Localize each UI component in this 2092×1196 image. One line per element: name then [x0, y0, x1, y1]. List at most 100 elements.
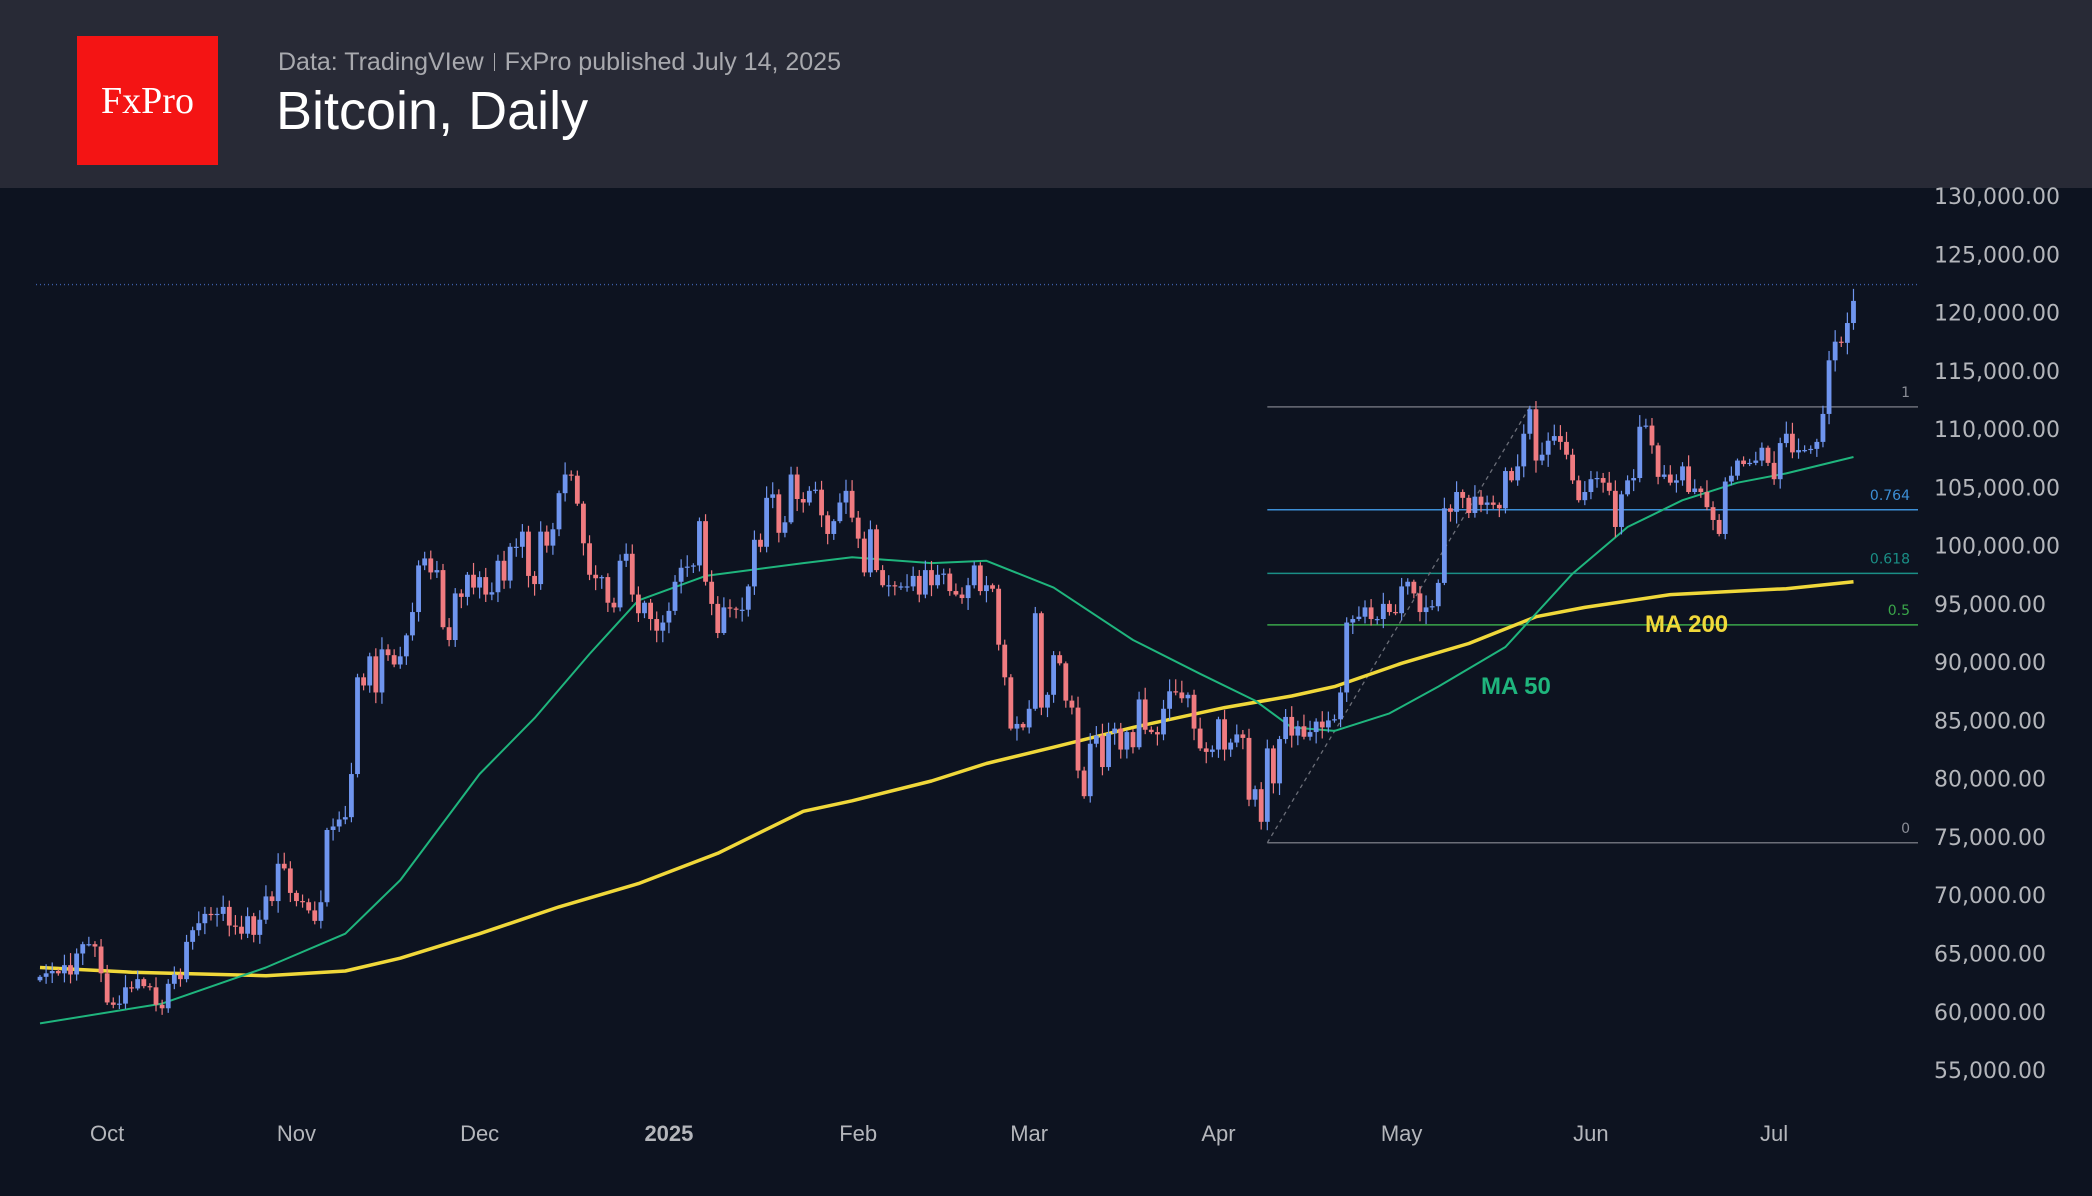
candle-body: [275, 863, 281, 902]
candle-body: [171, 974, 177, 984]
candle-body: [849, 490, 855, 518]
candle-body: [990, 585, 995, 589]
candle: [1319, 711, 1325, 739]
candle: [245, 907, 251, 939]
candle: [1008, 674, 1014, 731]
candle-body: [220, 906, 226, 914]
candle: [214, 907, 220, 927]
y-axis-tick-label: 110,000.00: [1934, 418, 2060, 443]
candle: [1783, 421, 1789, 448]
candle-body: [1515, 466, 1521, 481]
candle-body: [123, 987, 128, 1004]
candle: [1704, 480, 1710, 511]
candle-body: [1619, 494, 1624, 527]
candle: [1490, 495, 1496, 509]
candle: [178, 968, 183, 987]
candle: [1112, 722, 1118, 745]
candle-body: [1362, 607, 1368, 617]
candle: [1301, 714, 1307, 740]
candle: [1814, 438, 1820, 457]
candle-body: [1826, 360, 1832, 414]
candle-body: [1759, 447, 1765, 461]
candle: [226, 900, 232, 937]
candle-body: [403, 635, 409, 657]
candle-body: [178, 974, 183, 980]
candle: [1356, 606, 1362, 622]
candle-body: [1661, 474, 1667, 477]
candle: [116, 995, 122, 1009]
candle-body: [959, 594, 965, 599]
candle: [1527, 405, 1533, 440]
candle: [434, 560, 440, 578]
ma50-label: MA 50: [1481, 673, 1551, 700]
candle-body: [1454, 492, 1459, 512]
candle-body: [1802, 450, 1808, 452]
candle: [587, 535, 592, 581]
candle-body: [715, 603, 721, 634]
candle-body: [202, 913, 208, 924]
candle-body: [1503, 471, 1508, 509]
candle: [648, 598, 653, 631]
candle-body: [1057, 655, 1063, 664]
fib-level-label: 0.5: [1888, 603, 1910, 619]
candle: [880, 565, 886, 588]
candle: [232, 915, 238, 935]
candle-body: [1777, 443, 1783, 480]
candle-body: [312, 910, 318, 921]
candle-body: [1093, 735, 1099, 744]
candle: [1661, 465, 1667, 480]
candle-body: [855, 517, 861, 539]
candle-body: [1063, 663, 1069, 701]
candle-body: [1539, 454, 1545, 461]
candle: [562, 462, 568, 502]
candle-body: [80, 944, 86, 954]
candle: [123, 975, 128, 1009]
candle: [1014, 716, 1020, 741]
candle-body: [886, 585, 892, 587]
candle-body: [745, 586, 751, 610]
logo-text: FxPro: [101, 79, 194, 122]
fib-level-label: 1: [1901, 385, 1910, 401]
candle: [776, 489, 782, 543]
candle: [281, 852, 287, 871]
candle: [1325, 711, 1331, 733]
candle: [1777, 437, 1783, 489]
candle: [1851, 288, 1856, 330]
candle-body: [758, 539, 763, 547]
candle-body: [1790, 433, 1795, 453]
candle-body: [629, 553, 635, 595]
candle-body: [1564, 441, 1569, 455]
candle: [1130, 728, 1136, 754]
candle-body: [1441, 508, 1447, 583]
candle: [593, 565, 599, 591]
candle: [1228, 738, 1234, 757]
candle-body: [1582, 492, 1588, 501]
candle: [1771, 451, 1777, 485]
candle-body: [49, 970, 55, 974]
candle: [68, 953, 73, 984]
candle-body: [147, 986, 153, 988]
candle-body: [678, 567, 684, 582]
candle: [342, 805, 348, 825]
ma200-label: MA 200: [1645, 611, 1728, 638]
candle: [1313, 718, 1319, 744]
candle-body: [1325, 720, 1331, 728]
candle: [361, 673, 367, 691]
candle-body: [159, 1004, 165, 1009]
candle: [1710, 501, 1716, 531]
candle: [1435, 579, 1441, 612]
candle-body: [1258, 789, 1264, 822]
candle-body: [232, 925, 238, 927]
candle: [1557, 425, 1563, 450]
candle: [159, 999, 165, 1015]
candle-body: [1045, 694, 1050, 708]
candle: [1625, 475, 1630, 497]
x-axis-tick-label: Oct: [90, 1121, 124, 1146]
candle: [367, 652, 373, 693]
candle-body: [92, 944, 98, 947]
candle-body: [1557, 436, 1563, 442]
candle-body: [422, 558, 428, 566]
subtitle: Data: TradingVIew FxPro published July 14…: [278, 48, 841, 77]
candle-body: [526, 531, 531, 576]
candle: [1423, 595, 1429, 625]
